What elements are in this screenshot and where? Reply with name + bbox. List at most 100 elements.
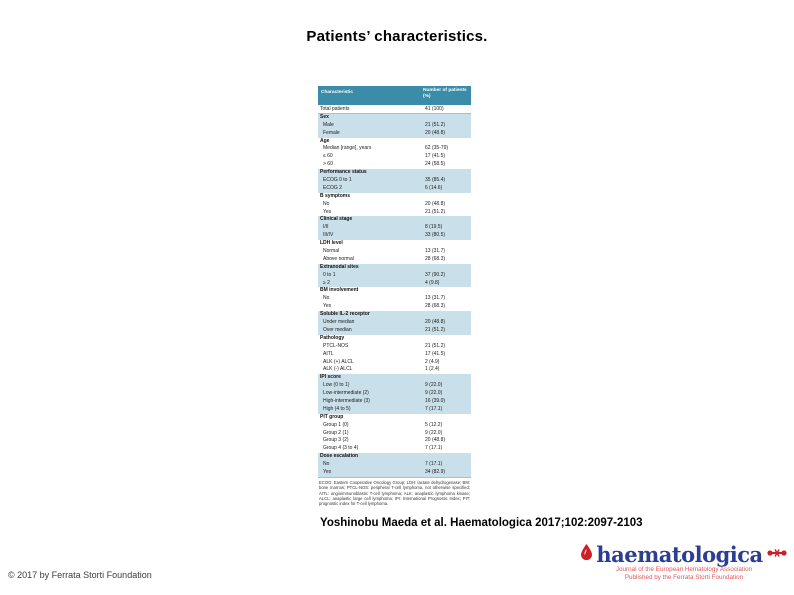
- table-row: Low (0 to 1) 9 (22.0): [318, 382, 471, 391]
- row-value: [425, 138, 471, 146]
- row-value: [425, 374, 471, 382]
- row-value: 9 (22.0): [425, 429, 443, 436]
- row-label: ≥ 2: [323, 279, 330, 286]
- row-value: [425, 114, 471, 122]
- table-row: Yes 34 (82.9): [318, 468, 471, 477]
- table-row: ECOG 0 to 1 35 (85.4): [318, 177, 471, 185]
- table-row: Above normal 28 (68.3): [318, 256, 471, 264]
- row-value: [425, 264, 471, 272]
- row-label: B symptoms: [320, 192, 351, 199]
- row-value: 8 (19.5): [425, 224, 443, 231]
- table-row: Under median 20 (48.8): [318, 319, 471, 327]
- page-title: Patients’ characteristics.: [306, 28, 488, 45]
- row-label: No: [323, 295, 330, 302]
- row-label: 0 to 1: [323, 271, 336, 278]
- row-value: 17 (41.5): [425, 350, 446, 357]
- table-row: IPI score: [318, 374, 471, 383]
- row-value: 35 (85.4): [425, 177, 446, 184]
- row-label: No: [323, 461, 330, 468]
- row-label: Group 3 (2): [323, 437, 349, 444]
- row-value: 5 (12.2): [425, 421, 443, 428]
- logo-tagline-line1: Journal of the European Hematology Assoc…: [615, 566, 753, 573]
- row-value: 20 (48.8): [425, 200, 446, 207]
- row-value: 1 (2.4): [425, 366, 440, 373]
- row-value: 4 (9.8): [425, 279, 440, 286]
- row-label: Soluble IL-2 receptor: [320, 311, 370, 318]
- row-value: [425, 240, 471, 248]
- table-row: Total patients 41 (100): [318, 106, 471, 114]
- table-row: Median [range], years 62 (35-79): [318, 145, 471, 153]
- row-value: [425, 335, 471, 343]
- row-value: 9 (22.0): [425, 382, 443, 389]
- row-value: 7 (17.1): [425, 461, 443, 468]
- row-label: Male: [323, 121, 334, 128]
- table-row: Group 2 (1) 9 (22.0): [318, 430, 471, 438]
- logo-row: haematologica: [580, 544, 787, 566]
- table-row: BM involvement: [318, 287, 471, 295]
- row-label: Total patients: [320, 106, 350, 112]
- row-value: 7 (17.1): [425, 445, 443, 452]
- citation: Yoshinobu Maeda et al. Haematologica 201…: [320, 517, 643, 529]
- row-label: Normal: [323, 248, 340, 255]
- table-row: Male 21 (51.2): [318, 121, 471, 130]
- table-row: Group 3 (2) 20 (48.8): [318, 437, 471, 445]
- table-row: ≤ 60 17 (41.5): [318, 153, 471, 161]
- row-label: High-intermediate (3): [323, 397, 370, 404]
- table-row: High-intermediate (3) 16 (39.0): [318, 397, 471, 406]
- row-label: ECOG 2: [323, 184, 342, 191]
- row-value: 37 (90.2): [425, 271, 446, 278]
- table-row: Sex: [318, 113, 471, 122]
- row-label: AITL: [323, 350, 334, 357]
- row-value: 21 (51.2): [425, 121, 446, 128]
- row-value: 13 (31.7): [425, 295, 446, 302]
- row-label: Sex: [320, 113, 329, 120]
- row-value: 24 (58.5): [425, 161, 446, 168]
- haematologica-logo: haematologica Journal of the European He…: [581, 544, 787, 581]
- table-row: Soluble IL-2 receptor: [318, 311, 471, 320]
- table-row: Performance status: [318, 169, 471, 178]
- row-value: 6 (14.6): [425, 184, 443, 191]
- row-value: 28 (68.3): [425, 303, 446, 310]
- row-value: [425, 414, 471, 422]
- row-label: Over median: [323, 326, 352, 333]
- table-row: AITL 17 (41.5): [318, 351, 471, 359]
- column-header-number-of-patients: Number of patients (%): [423, 88, 467, 99]
- table-row: Yes 28 (68.3): [318, 303, 471, 311]
- row-label: Dose escalation: [320, 453, 359, 460]
- table-row: 0 to 1 37 (90.2): [318, 271, 471, 280]
- row-label: PIT group: [320, 413, 344, 420]
- row-value: [425, 216, 471, 224]
- table-row: LDH level: [318, 240, 471, 248]
- table-row: B symptoms: [318, 193, 471, 201]
- table-row: Clinical stage: [318, 216, 471, 225]
- table-row: Age: [318, 138, 471, 146]
- row-label: Above normal: [323, 255, 354, 262]
- table-row: No 7 (17.1): [318, 461, 471, 469]
- table-row: Extranodal sites: [318, 263, 471, 272]
- row-label: Group 4 (3 to 4): [323, 445, 359, 452]
- row-label: I/II: [323, 224, 329, 231]
- row-label: ALK (-) ALCL: [323, 366, 353, 373]
- eha-red-mark-icon: [766, 546, 788, 564]
- row-label: ECOG 0 to 1: [323, 177, 352, 184]
- table-row: High (4 to 5) 7 (17.1): [318, 405, 471, 414]
- row-value: 13 (31.7): [425, 248, 446, 255]
- table-footnote: ECOG: Eastern Cooperative Oncology Group…: [318, 476, 471, 507]
- row-label: ALK (+) ALCL: [323, 358, 354, 365]
- row-value: 17 (41.5): [425, 153, 446, 160]
- row-value: 16 (39.0): [425, 397, 446, 404]
- row-label: Low-intermediate (2): [323, 390, 369, 397]
- table-row: I/II 8 (19.5): [318, 224, 471, 233]
- row-value: 9 (22.0): [425, 390, 443, 397]
- table-row: ECOG 2 6 (14.6): [318, 184, 471, 193]
- row-value: 20 (48.8): [425, 437, 446, 444]
- row-value: 62 (35-79): [425, 145, 449, 152]
- row-value: [425, 311, 471, 319]
- table-header-row: Characteristic Number of patients (%): [318, 86, 471, 105]
- table-row: PTCL-NOS 21 (51.2): [318, 343, 471, 351]
- row-label: Group 2 (1): [323, 429, 349, 436]
- row-label: Clinical stage: [320, 216, 353, 223]
- row-value: [425, 169, 471, 177]
- row-value: 41 (100): [425, 106, 444, 112]
